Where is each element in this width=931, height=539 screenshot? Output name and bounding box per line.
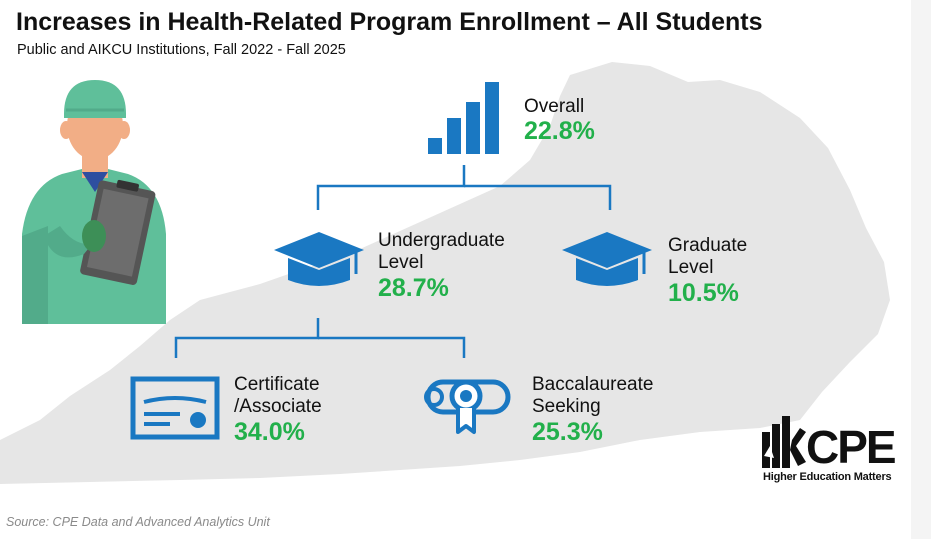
baccalaureate-label-line2: Seeking bbox=[532, 396, 601, 417]
undergraduate-label-line2: Level bbox=[378, 252, 424, 273]
baccalaureate-value: 25.3% bbox=[532, 418, 603, 446]
baccalaureate-label-line1: Baccalaureate bbox=[532, 374, 654, 395]
page-title: Increases in Health-Related Program Enro… bbox=[16, 8, 763, 36]
graduation-cap-icon bbox=[274, 232, 364, 286]
graduate-label-line2: Level bbox=[668, 257, 714, 278]
page-subtitle: Public and AIKCU Institutions, Fall 2022… bbox=[17, 42, 346, 58]
undergraduate-label-line1: Undergraduate bbox=[378, 230, 505, 251]
cpe-logo-text: CPE bbox=[806, 421, 897, 473]
bar-chart-icon bbox=[428, 82, 499, 154]
overall-value: 22.8% bbox=[524, 117, 595, 145]
cpe-logo-tagline: Higher Education Matters bbox=[763, 471, 892, 483]
source-note: Source: CPE Data and Advanced Analytics … bbox=[6, 515, 270, 529]
nurse-illustration bbox=[22, 80, 166, 324]
right-edge-strip bbox=[911, 0, 931, 539]
diploma-icon bbox=[424, 379, 511, 434]
cpe-logo-mark bbox=[762, 416, 806, 468]
undergraduate-value: 28.7% bbox=[378, 274, 449, 302]
certificate-value: 34.0% bbox=[234, 418, 305, 446]
certificate-label-line1: Certificate bbox=[234, 374, 320, 395]
overall-label: Overall bbox=[524, 96, 585, 117]
graduation-cap-icon bbox=[562, 232, 652, 286]
certificate-icon bbox=[130, 376, 220, 440]
graduate-value: 10.5% bbox=[668, 279, 739, 307]
certificate-label-line2: /Associate bbox=[234, 396, 322, 417]
graduate-label-line1: Graduate bbox=[668, 235, 748, 256]
